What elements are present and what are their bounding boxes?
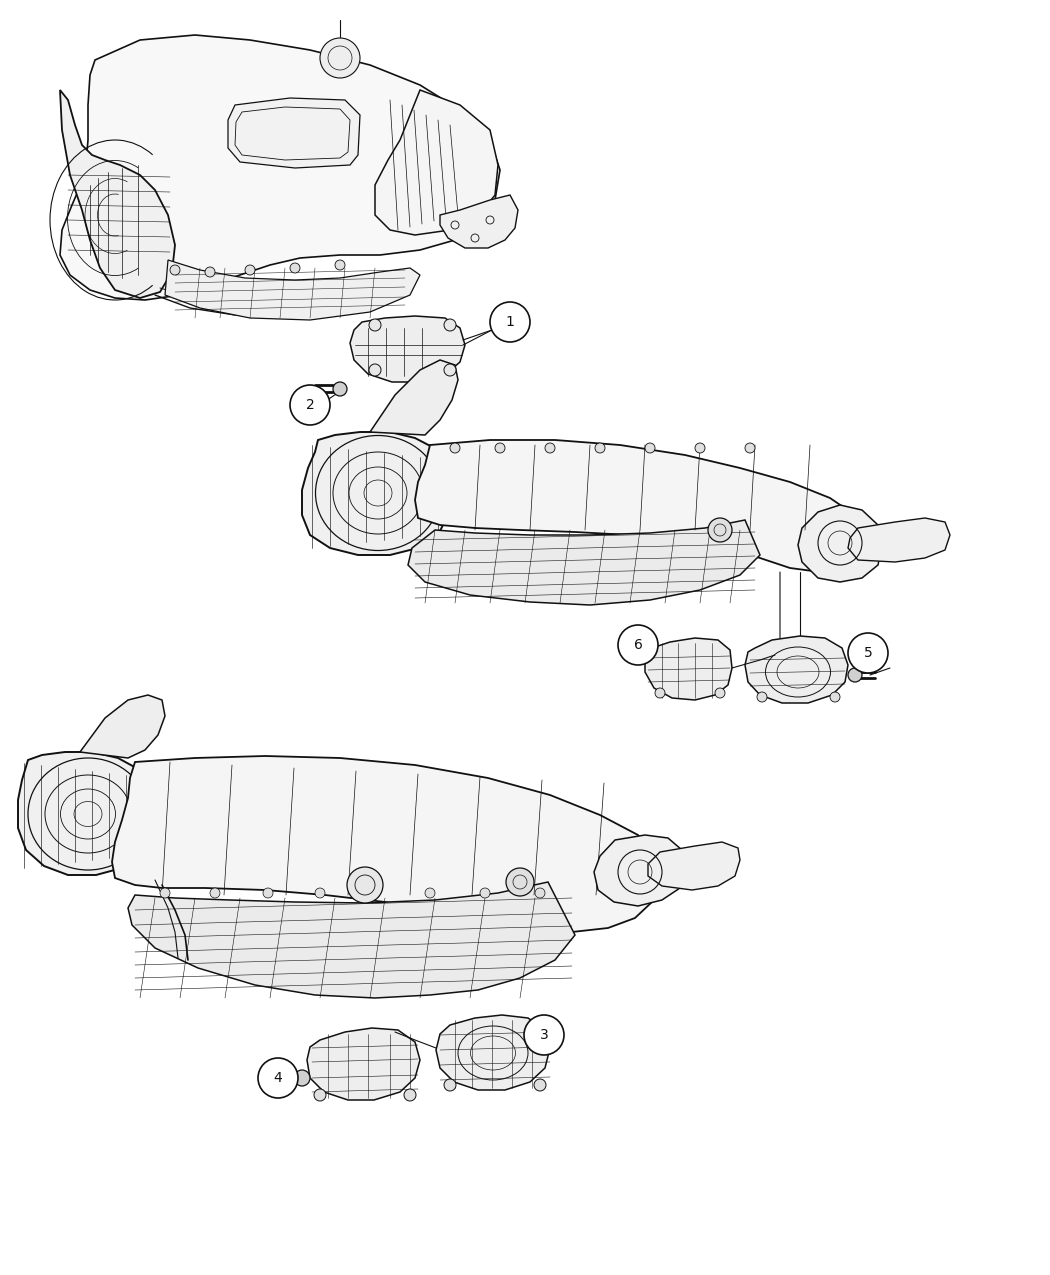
Text: 2: 2: [306, 398, 314, 412]
Circle shape: [245, 265, 255, 275]
Circle shape: [695, 442, 705, 453]
Circle shape: [170, 265, 180, 275]
Circle shape: [290, 385, 330, 425]
Circle shape: [708, 518, 732, 542]
Circle shape: [524, 1015, 564, 1054]
Polygon shape: [60, 91, 175, 298]
Polygon shape: [594, 835, 685, 907]
Text: 1: 1: [505, 315, 514, 329]
Circle shape: [210, 887, 220, 898]
Polygon shape: [128, 882, 575, 998]
Circle shape: [480, 887, 490, 898]
Polygon shape: [648, 842, 740, 890]
Circle shape: [534, 1079, 546, 1091]
Polygon shape: [112, 756, 660, 932]
Polygon shape: [848, 518, 950, 562]
Polygon shape: [436, 1015, 550, 1090]
Text: 5: 5: [863, 646, 873, 660]
Circle shape: [335, 260, 345, 270]
Circle shape: [369, 363, 381, 376]
Polygon shape: [302, 432, 450, 555]
Circle shape: [346, 867, 383, 903]
Circle shape: [618, 625, 658, 666]
Polygon shape: [408, 520, 760, 606]
Circle shape: [294, 1070, 310, 1086]
Circle shape: [506, 868, 534, 896]
Circle shape: [545, 442, 555, 453]
Circle shape: [848, 668, 862, 682]
Circle shape: [495, 442, 505, 453]
Polygon shape: [370, 360, 458, 435]
Circle shape: [370, 887, 380, 898]
Circle shape: [444, 1079, 456, 1091]
Circle shape: [369, 319, 381, 332]
Circle shape: [404, 1089, 416, 1102]
Circle shape: [444, 319, 456, 332]
Circle shape: [315, 887, 326, 898]
Polygon shape: [350, 316, 465, 382]
Text: 6: 6: [633, 638, 643, 652]
Polygon shape: [375, 91, 498, 235]
Circle shape: [536, 887, 545, 898]
Circle shape: [333, 382, 347, 397]
Circle shape: [258, 1058, 298, 1098]
Polygon shape: [746, 636, 848, 703]
Circle shape: [314, 1089, 326, 1102]
Text: 3: 3: [540, 1028, 548, 1042]
Circle shape: [290, 263, 300, 273]
Circle shape: [490, 302, 530, 342]
Polygon shape: [440, 195, 518, 249]
Polygon shape: [18, 752, 156, 875]
Polygon shape: [645, 638, 732, 700]
Circle shape: [645, 442, 655, 453]
Circle shape: [450, 442, 460, 453]
Polygon shape: [60, 34, 500, 300]
Circle shape: [715, 688, 724, 697]
Circle shape: [320, 38, 360, 78]
Circle shape: [160, 887, 170, 898]
Polygon shape: [228, 98, 360, 168]
Polygon shape: [307, 1028, 420, 1100]
Circle shape: [205, 266, 215, 277]
Circle shape: [595, 442, 605, 453]
Text: 4: 4: [274, 1071, 282, 1085]
Polygon shape: [798, 505, 882, 581]
Circle shape: [757, 692, 766, 703]
Polygon shape: [415, 440, 865, 572]
Circle shape: [655, 688, 665, 697]
Circle shape: [425, 887, 435, 898]
Circle shape: [444, 363, 456, 376]
Circle shape: [262, 887, 273, 898]
Polygon shape: [165, 260, 420, 320]
Circle shape: [746, 442, 755, 453]
Circle shape: [848, 632, 888, 673]
Polygon shape: [80, 695, 165, 759]
Circle shape: [830, 692, 840, 703]
